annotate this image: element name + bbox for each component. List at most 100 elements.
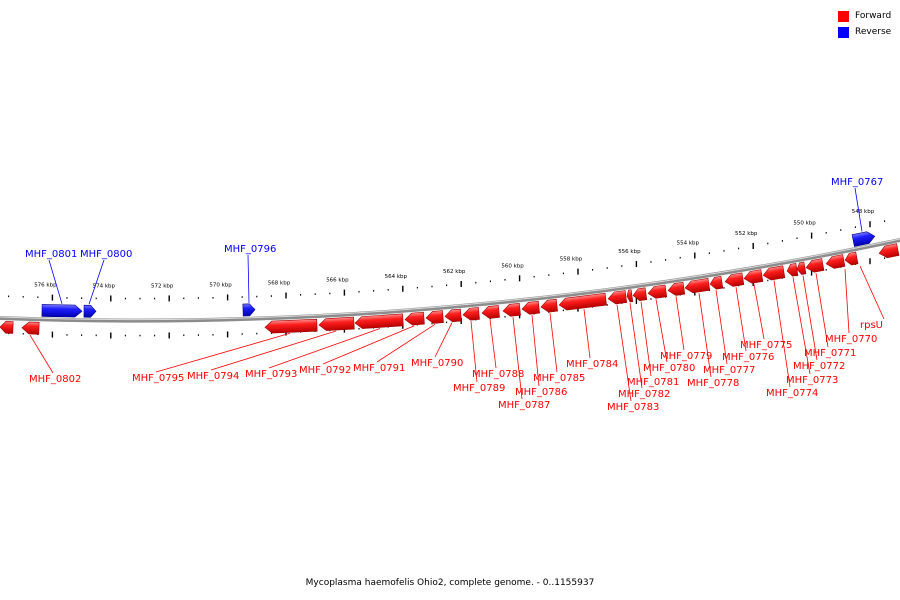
gene-mhf-0800[interactable] [83, 304, 97, 318]
leader-line [854, 187, 863, 232]
gene-mhf-0771[interactable] [805, 258, 825, 274]
gene-label-mhf-0772[interactable]: MHF_0772 [793, 361, 845, 372]
leader-line [322, 325, 415, 365]
gene-label-mhf-0792[interactable]: MHF_0792 [299, 365, 351, 376]
gene-unlabeled-1[interactable] [878, 243, 900, 260]
gene-mhf-0802[interactable] [21, 321, 40, 335]
gene-mhf-0782[interactable] [626, 289, 634, 303]
leader-line [655, 299, 668, 363]
gene-mhf-0775[interactable] [743, 269, 764, 285]
gene-label-mhf-0794[interactable]: MHF_0794 [187, 371, 239, 382]
gene-label-mhf-0800[interactable]: MHF_0800 [80, 249, 132, 260]
leader-line [155, 332, 291, 373]
gene-features [0, 230, 900, 335]
gene-label-mhf-0784[interactable]: MHF_0784 [566, 359, 618, 370]
gene-label-mhf-0785[interactable]: MHF_0785 [533, 373, 585, 384]
leader-line [815, 272, 829, 348]
gene-mhf-0779[interactable] [667, 281, 686, 296]
gene-mhf-0770[interactable] [825, 254, 846, 270]
tick-label-568: 568 kbp [268, 280, 291, 286]
gene-mhf-0777[interactable] [709, 275, 724, 290]
gene-mhf-0796[interactable] [242, 303, 256, 317]
gene-label-mhf-0780[interactable]: MHF_0780 [643, 363, 695, 374]
gene-label-mhf-0771[interactable]: MHF_0771 [804, 348, 856, 359]
backbone-highlight [0, 238, 900, 321]
gene-mhf-0780[interactable] [647, 284, 668, 299]
gene-label-rpsu[interactable]: rpsU [860, 320, 883, 331]
gene-label-mhf-0788[interactable]: MHF_0788 [472, 369, 524, 380]
tick-label-556: 556 kbp [618, 249, 641, 255]
gene-mhf-0787[interactable] [502, 302, 521, 317]
gene-mhf-0793[interactable] [354, 313, 404, 329]
leader-line [773, 280, 791, 388]
tick-label-552: 552 kbp [735, 231, 758, 237]
gene-label-mhf-0779[interactable]: MHF_0779 [660, 351, 712, 362]
leader-line [268, 328, 381, 369]
gene-mhf-0795[interactable] [264, 318, 318, 334]
legend-reverse-label: Reverse [855, 27, 892, 37]
leader-line [792, 277, 811, 375]
tick-label-572: 572 kbp [151, 283, 174, 289]
gene-unlabeled-0[interactable] [0, 320, 14, 334]
gene-rpsu[interactable] [844, 251, 859, 266]
gene-mhf-0773[interactable] [786, 263, 799, 277]
gene-label-mhf-0777[interactable]: MHF_0777 [703, 365, 755, 376]
gene-mhf-0790[interactable] [444, 308, 462, 323]
gene-label-mhf-0775[interactable]: MHF_0775 [740, 340, 792, 351]
gene-label-mhf-0795[interactable]: MHF_0795 [132, 373, 184, 384]
gene-mhf-0776[interactable] [724, 272, 745, 288]
tick-label-570: 570 kbp [209, 282, 232, 288]
gene-mhf-0767[interactable] [851, 230, 876, 247]
gene-label-mhf-0796[interactable]: MHF_0796 [224, 244, 276, 255]
gene-mhf-0784[interactable] [558, 292, 607, 311]
gene-label-mhf-0790[interactable]: MHF_0790 [411, 358, 463, 369]
gene-mhf-0778[interactable] [684, 278, 711, 294]
gene-mhf-0794[interactable] [318, 316, 355, 331]
gene-label-mhf-0802[interactable]: MHF_0802 [29, 374, 81, 385]
gene-mhf-0772[interactable] [796, 261, 807, 275]
legend-forward[interactable]: Forward [838, 8, 891, 24]
gene-mhf-0786[interactable] [521, 300, 540, 315]
forward-swatch [838, 10, 849, 22]
genome-caption: Mycoplasma haemofelis Ohio2, complete ge… [305, 578, 595, 588]
legend-reverse[interactable]: Reverse [838, 24, 891, 40]
gene-mhf-0788[interactable] [481, 305, 500, 319]
gene-label-mhf-0778[interactable]: MHF_0778 [687, 378, 739, 389]
tick-label-550: 550 kbp [793, 221, 816, 227]
gene-mhf-0791[interactable] [425, 310, 444, 324]
gene-mhf-0781[interactable] [632, 287, 648, 302]
gene-label-mhf-0781[interactable]: MHF_0781 [627, 377, 679, 388]
gene-label-mhf-0773[interactable]: MHF_0773 [786, 375, 838, 386]
gene-label-mhf-0774[interactable]: MHF_0774 [766, 388, 818, 399]
leader-lines [29, 187, 885, 402]
gene-label-mhf-0789[interactable]: MHF_0789 [453, 383, 505, 394]
leader-line [715, 290, 728, 365]
leader-line [210, 330, 337, 371]
gene-label-mhf-0767[interactable]: MHF_0767 [831, 177, 883, 188]
leader-line [247, 254, 250, 303]
tick-label-566: 566 kbp [326, 278, 349, 284]
gene-label-mhf-0782[interactable]: MHF_0782 [618, 389, 670, 400]
gene-mhf-0792[interactable] [404, 311, 425, 326]
gene-label-mhf-0776[interactable]: MHF_0776 [722, 352, 774, 363]
backbone-arc [0, 238, 900, 323]
gene-label-mhf-0801[interactable]: MHF_0801 [25, 249, 77, 260]
gene-mhf-0774[interactable] [762, 265, 786, 281]
gene-label-mhf-0793[interactable]: MHF_0793 [245, 369, 297, 380]
leader-line [48, 259, 63, 304]
leader-line [629, 302, 643, 389]
gene-label-mhf-0770[interactable]: MHF_0770 [825, 334, 877, 345]
leader-line [616, 304, 632, 402]
gene-label-mhf-0783[interactable]: MHF_0783 [607, 402, 659, 413]
gene-mhf-0783[interactable] [607, 290, 628, 305]
leader-line [376, 323, 436, 363]
gene-label-mhf-0787[interactable]: MHF_0787 [498, 400, 550, 411]
gene-mhf-0785[interactable] [540, 298, 558, 313]
gene-label-mhf-0786[interactable]: MHF_0786 [515, 387, 567, 398]
leader-line [489, 319, 497, 369]
gene-mhf-0801[interactable] [41, 304, 83, 318]
gene-mhf-0789[interactable] [462, 307, 480, 321]
legend-forward-label: Forward [855, 11, 892, 21]
gene-label-mhf-0791[interactable]: MHF_0791 [353, 363, 405, 374]
